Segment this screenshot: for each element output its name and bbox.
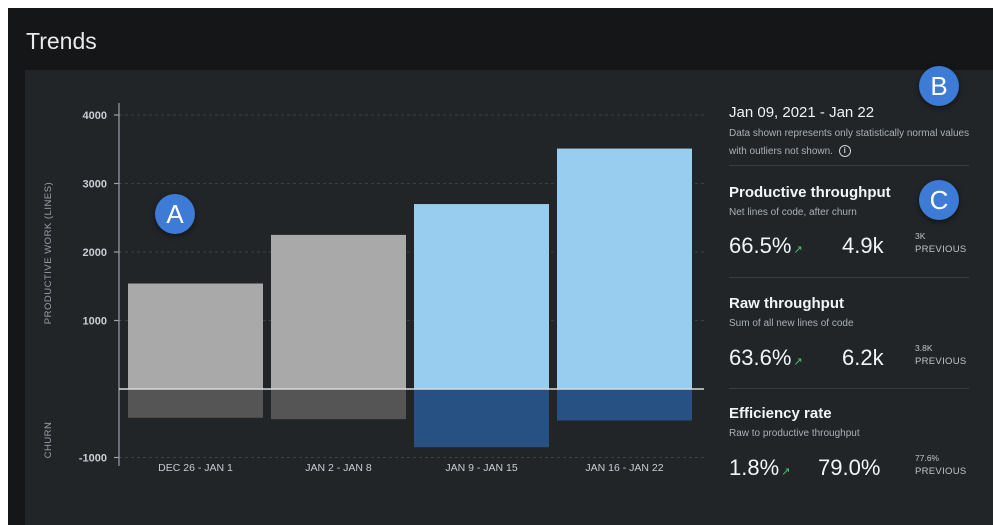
metric-title-productive: Productive throughput — [729, 184, 891, 201]
bar-productive[interactable] — [557, 148, 692, 389]
metric-title-efficiency: Efficiency rate — [729, 405, 832, 422]
bar-churn[interactable] — [128, 389, 263, 418]
trend-up-icon: ↗ — [793, 356, 803, 368]
previous-value: 77.6% — [915, 453, 940, 463]
metric-value-raw: 6.2k — [842, 345, 884, 370]
info-icon[interactable]: i — [838, 145, 851, 158]
page-title: Trends — [26, 28, 97, 54]
metric-title-raw: Raw throughput — [729, 295, 844, 312]
x-category-label: JAN 16 - JAN 22 — [585, 462, 663, 474]
y-tick-label: 2000 — [83, 247, 107, 259]
metric-change-value: 63.6% — [729, 345, 792, 370]
y-tick-label: 3000 — [83, 179, 107, 191]
trend-up-icon: ↗ — [793, 244, 803, 256]
bar-productive[interactable] — [414, 204, 549, 389]
date-range: Jan 09, 2021 - Jan 22 — [729, 104, 875, 121]
bar-productive[interactable] — [128, 283, 263, 389]
annotation-badge-a: A — [155, 194, 195, 234]
divider — [729, 165, 969, 166]
metric-change-raw: 63.6% ↗ — [729, 345, 803, 371]
bar-churn[interactable] — [414, 389, 549, 448]
divider — [729, 277, 969, 278]
bar-churn[interactable] — [557, 389, 692, 421]
metric-value-efficiency: 79.0% — [818, 455, 881, 480]
previous-label: PREVIOUS — [915, 466, 967, 477]
metric-subtitle-productive: Net lines of code, after churn — [729, 207, 857, 218]
metric-previous-raw: 3.8K PREVIOUS — [915, 342, 967, 368]
outlier-note: Data shown represents only statistically… — [729, 125, 979, 161]
x-category-label: JAN 9 - JAN 15 — [445, 462, 518, 474]
metric-value-productive: 4.9k — [842, 233, 884, 258]
trend-up-icon: ↗ — [781, 466, 791, 478]
annotation-badge-c: C — [919, 180, 959, 220]
y-tick-label: 4000 — [83, 110, 107, 122]
previous-value: 3K — [915, 231, 926, 241]
metric-subtitle-raw: Sum of all new lines of code — [729, 318, 854, 329]
metric-change-productive: 66.5% ↗ — [729, 233, 803, 259]
bars-layer — [128, 148, 692, 448]
metric-previous-efficiency: 77.6% PREVIOUS — [915, 452, 967, 478]
divider — [729, 388, 969, 389]
bar-churn[interactable] — [271, 389, 406, 420]
x-category-label: JAN 2 - JAN 8 — [305, 462, 372, 474]
metric-change-efficiency: 1.8% ↗ — [729, 455, 790, 481]
axis-layer — [114, 103, 704, 466]
bar-productive[interactable] — [271, 234, 406, 389]
metric-subtitle-efficiency: Raw to productive throughput — [729, 428, 860, 439]
outlier-note-text: Data shown represents only statistically… — [729, 128, 970, 157]
x-category-label: DEC 26 - JAN 1 — [158, 462, 233, 474]
y-axis-title: PRODUCTIVE WORK (LINES) — [43, 182, 54, 324]
churn-axis-title: CHURN — [43, 422, 54, 459]
y-tick-label: 1000 — [83, 316, 107, 328]
previous-value: 3.8K — [915, 343, 933, 353]
metric-previous-productive: 3K PREVIOUS — [915, 230, 967, 256]
metric-change-value: 1.8% — [729, 455, 780, 480]
y-tick-label: -1000 — [79, 453, 107, 465]
labels-layer: 4000 3000 2000 1000 -1000 DEC 26 - JAN 1 JAN 2… — [43, 110, 664, 474]
previous-label: PREVIOUS — [915, 356, 967, 367]
annotation-badge-b: B — [919, 66, 959, 106]
previous-label: PREVIOUS — [915, 244, 967, 255]
metric-change-value: 66.5% — [729, 233, 792, 258]
